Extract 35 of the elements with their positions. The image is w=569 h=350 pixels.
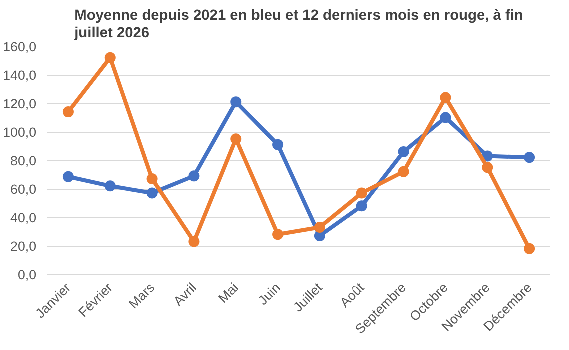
x-tick-label: Mai (216, 280, 242, 306)
x-tick-label: Juin (255, 280, 284, 308)
point (398, 146, 410, 158)
point (356, 200, 368, 212)
point (440, 92, 452, 104)
y-tick-label: 100,0 (3, 125, 37, 140)
point (482, 150, 494, 162)
chart-title: Moyenne depuis 2021 en bleu et 12 derniers mois en rouge, à fin juillet 2026 (74, 8, 524, 42)
point (272, 229, 284, 240)
y-tick-label: 140,0 (3, 68, 37, 83)
y-tick-label: 60,0 (10, 182, 37, 197)
point (146, 188, 158, 199)
point (230, 134, 242, 145)
point (482, 162, 494, 174)
point (146, 174, 158, 185)
point (440, 112, 452, 124)
point (272, 139, 284, 150)
point (62, 106, 74, 118)
point (524, 152, 536, 164)
point (188, 236, 200, 248)
point (104, 180, 116, 192)
point (188, 170, 200, 182)
point (398, 166, 410, 178)
point (356, 188, 368, 199)
point (314, 222, 326, 233)
y-tick-label: 20,0 (10, 239, 37, 254)
y-tick-label: 120,0 (3, 96, 37, 112)
point (230, 96, 242, 108)
point (104, 52, 116, 64)
point (62, 171, 74, 182)
point (524, 243, 536, 254)
y-tick-label: 40,0 (10, 210, 37, 226)
y-tick-label: 0,0 (18, 268, 37, 282)
y-tick-label: 80,0 (10, 154, 37, 168)
y-tick-label: 160,0 (3, 40, 37, 54)
